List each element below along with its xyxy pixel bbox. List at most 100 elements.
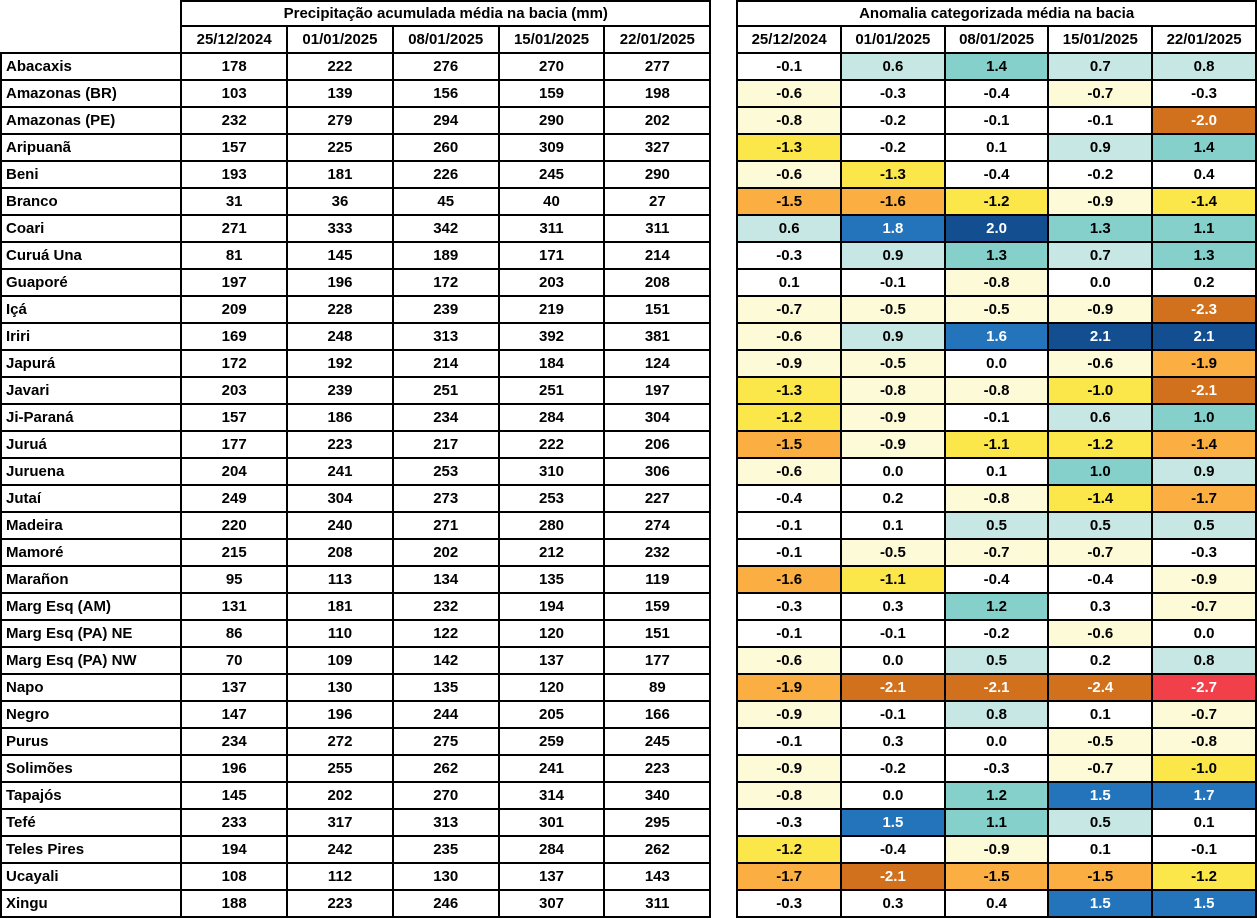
anomaly-value-cell: 0.2: [1047, 646, 1154, 675]
precip-value-cell: 196: [286, 268, 394, 297]
basin-label: Marañon: [0, 565, 183, 594]
anomaly-value-cell: -1.5: [736, 187, 842, 216]
anomaly-value-cell: -0.7: [1047, 79, 1154, 108]
precip-value-cell: 151: [603, 295, 712, 324]
precip-value-cell: 156: [391, 79, 500, 108]
anomaly-value-cell: -0.9: [736, 349, 842, 378]
precip-value-cell: 166: [603, 700, 712, 729]
precip-value-cell: 205: [497, 700, 606, 729]
anomaly-value-cell: 1.8: [840, 214, 946, 243]
precip-date-header: 25/12/2024: [180, 25, 289, 54]
precip-value-cell: 184: [497, 349, 606, 378]
precip-value-cell: 113: [286, 565, 394, 594]
anomaly-value-cell: -0.1: [736, 727, 842, 756]
anomaly-value-cell: -0.2: [1047, 160, 1154, 189]
precip-row: Amazonas (PE) 232 279 294 290 202: [0, 106, 712, 135]
precip-value-cell: 270: [497, 52, 606, 81]
precip-value-cell: 177: [180, 430, 289, 459]
basin-label: Jutaí: [0, 484, 183, 513]
anomaly-value-cell: -0.4: [840, 835, 946, 864]
precip-value-cell: 225: [286, 133, 394, 162]
anomaly-value-cell: 1.5: [1151, 889, 1257, 918]
anomaly-value-cell: -0.6: [736, 457, 842, 486]
basin-label: Ucayali: [0, 862, 183, 891]
basin-label: Ji-Paraná: [0, 403, 183, 432]
precip-row: Tapajós 145 202 270 314 340: [0, 781, 712, 810]
precip-value-cell: 189: [391, 241, 500, 270]
precip-value-cell: 171: [497, 241, 606, 270]
anomaly-value-cell: 0.3: [840, 592, 946, 621]
anomaly-value-cell: -0.9: [1151, 565, 1257, 594]
precip-value-cell: 172: [391, 268, 500, 297]
precip-date-header: 01/01/2025: [286, 25, 394, 54]
precip-value-cell: 27: [603, 187, 712, 216]
anomaly-value-cell: -1.7: [1151, 484, 1257, 513]
anomaly-dates-row: 25/12/2024 01/01/2025 08/01/2025 15/01/2025…: [736, 25, 1257, 54]
precip-value-cell: 333: [286, 214, 394, 243]
anomaly-value-cell: 0.0: [840, 781, 946, 810]
anomaly-value-cell: -2.1: [840, 673, 946, 702]
precip-value-cell: 181: [286, 160, 394, 189]
precip-value-cell: 178: [180, 52, 289, 81]
precip-value-cell: 253: [391, 457, 500, 486]
anomaly-value-cell: 0.6: [840, 52, 946, 81]
basin-label: Napo: [0, 673, 183, 702]
anomaly-value-cell: -0.4: [736, 484, 842, 513]
precip-value-cell: 110: [286, 619, 394, 648]
precip-value-cell: 310: [497, 457, 606, 486]
anomaly-value-cell: -1.3: [736, 133, 842, 162]
precip-row: Solimões 196 255 262 241 223: [0, 754, 712, 783]
precipitation-table: Precipitação acumulada média na bacia (m…: [0, 0, 712, 918]
precip-value-cell: 120: [497, 673, 606, 702]
precip-value-cell: 142: [391, 646, 500, 675]
precip-value-cell: 95: [180, 565, 289, 594]
precip-value-cell: 241: [286, 457, 394, 486]
anomaly-value-cell: 0.2: [1151, 268, 1257, 297]
basin-label: Juruá: [0, 430, 183, 459]
anomaly-value-cell: 0.1: [1047, 835, 1154, 864]
precip-title-row: Precipitação acumulada média na bacia (m…: [1, 0, 712, 27]
anomaly-value-cell: -1.6: [840, 187, 946, 216]
anomaly-value-cell: -0.9: [840, 403, 946, 432]
precip-row: Juruá 177 223 217 222 206: [0, 430, 712, 459]
anomaly-value-cell: -1.2: [1151, 862, 1257, 891]
anomaly-value-cell: -0.8: [943, 268, 1050, 297]
anomaly-row: -1.5 -0.9 -1.1 -1.2 -1.4: [736, 430, 1257, 459]
precip-value-cell: 159: [497, 79, 606, 108]
precip-value-cell: 214: [603, 241, 712, 270]
precip-row: Tefé 233 317 313 301 295: [0, 808, 712, 837]
anomaly-value-cell: 0.3: [1047, 592, 1154, 621]
precip-row: Marg Esq (AM) 131 181 232 194 159: [0, 592, 712, 621]
precip-value-cell: 274: [603, 511, 712, 540]
precip-row: Xingu 188 223 246 307 311: [0, 889, 712, 918]
precip-row: Içá 209 228 239 219 151: [0, 295, 712, 324]
precip-value-cell: 340: [603, 781, 712, 810]
precip-value-cell: 259: [497, 727, 606, 756]
anomaly-value-cell: 0.2: [840, 484, 946, 513]
basin-label: Marg Esq (AM): [0, 592, 183, 621]
anomaly-value-cell: 0.0: [943, 727, 1050, 756]
anomaly-date-header: 08/01/2025: [943, 25, 1050, 54]
anomaly-value-cell: 0.5: [943, 511, 1050, 540]
precip-value-cell: 89: [603, 673, 712, 702]
anomaly-row: -1.2 -0.4 -0.9 0.1 -0.1: [736, 835, 1257, 864]
anomaly-value-cell: 1.5: [1047, 781, 1154, 810]
basin-label: Amazonas (BR): [0, 79, 183, 108]
precip-value-cell: 135: [391, 673, 500, 702]
anomaly-value-cell: -0.3: [736, 808, 842, 837]
basin-label: Abacaxis: [0, 52, 183, 81]
precip-value-cell: 208: [603, 268, 712, 297]
anomaly-value-cell: -2.1: [943, 673, 1050, 702]
precip-row: Guaporé 197 196 172 203 208: [0, 268, 712, 297]
precip-value-cell: 36: [286, 187, 394, 216]
precip-value-cell: 220: [180, 511, 289, 540]
anomaly-value-cell: 0.8: [1151, 646, 1257, 675]
anomaly-value-cell: -1.1: [840, 565, 946, 594]
precip-value-cell: 260: [391, 133, 500, 162]
anomaly-value-cell: -0.3: [736, 241, 842, 270]
anomaly-value-cell: -0.1: [840, 268, 946, 297]
precip-value-cell: 232: [603, 538, 712, 567]
precip-value-cell: 304: [286, 484, 394, 513]
precip-row: Beni 193 181 226 245 290: [0, 160, 712, 189]
precip-value-cell: 392: [497, 322, 606, 351]
